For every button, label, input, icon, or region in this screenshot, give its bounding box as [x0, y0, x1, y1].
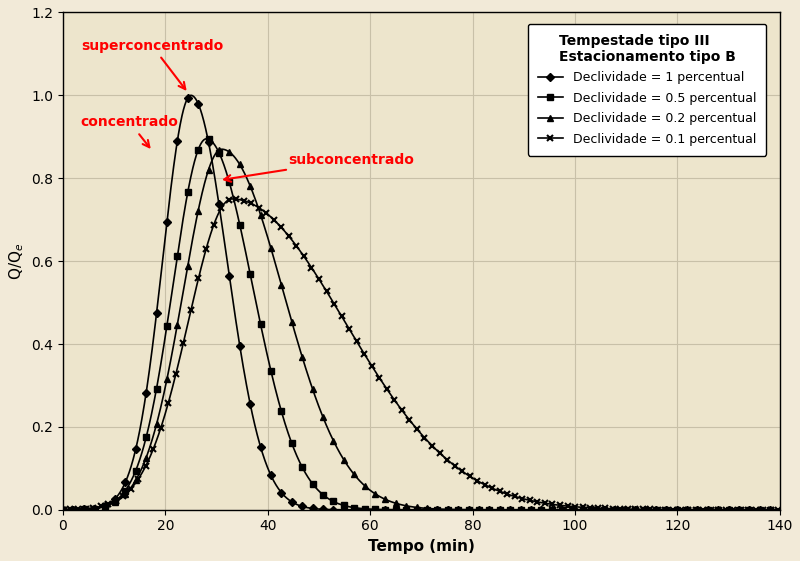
Line: Declividade = 1 percentual: Declividade = 1 percentual: [60, 93, 782, 513]
Declividade = 1 percentual: [407, 507, 417, 513]
Line: Declividade = 0.1 percentual: Declividade = 0.1 percentual: [59, 195, 783, 513]
Declividade = 0.2 percentual: [623, 507, 633, 513]
Line: Declividade = 0.2 percentual: Declividade = 0.2 percentual: [60, 146, 782, 513]
Declividade = 0.5 percentual: [623, 507, 633, 513]
Declividade = 0.2 percentual: [94, 504, 104, 511]
X-axis label: Tempo (min): Tempo (min): [368, 539, 475, 554]
Declividade = 0.1 percentual: [94, 503, 104, 510]
Declividade = 0.5 percentual: [754, 507, 764, 513]
Declividade = 0.2 percentual: [217, 146, 226, 153]
Text: concentrado: concentrado: [81, 115, 178, 148]
Declividade = 0.2 percentual: [388, 499, 398, 505]
Declividade = 0.2 percentual: [754, 507, 764, 513]
Text: superconcentrado: superconcentrado: [81, 39, 223, 89]
Declividade = 0.1 percentual: [388, 394, 398, 401]
Declividade = 0.2 percentual: [58, 507, 68, 513]
Declividade = 0.5 percentual: [775, 507, 785, 513]
Declividade = 0.1 percentual: [754, 507, 764, 513]
Declividade = 0.1 percentual: [775, 507, 785, 513]
Declividade = 0.2 percentual: [775, 507, 785, 513]
Line: Declividade = 0.5 percentual: Declividade = 0.5 percentual: [60, 136, 782, 513]
Declividade = 0.5 percentual: [388, 507, 398, 513]
Y-axis label: Q/Q$_e$: Q/Q$_e$: [7, 242, 26, 280]
Declividade = 0.5 percentual: [94, 504, 104, 511]
Declividade = 1 percentual: [623, 507, 633, 513]
Declividade = 1 percentual: [186, 92, 196, 99]
Declividade = 0.5 percentual: [202, 136, 211, 142]
Declividade = 1 percentual: [754, 507, 764, 513]
Declividade = 0.5 percentual: [58, 507, 68, 513]
Declividade = 0.1 percentual: [623, 506, 633, 513]
Declividade = 0.1 percentual: [754, 507, 764, 513]
Declividade = 1 percentual: [94, 504, 104, 511]
Declividade = 1 percentual: [58, 507, 68, 513]
Text: subconcentrado: subconcentrado: [224, 153, 414, 182]
Declividade = 0.2 percentual: [754, 507, 764, 513]
Declividade = 1 percentual: [388, 507, 398, 513]
Declividade = 0.5 percentual: [754, 507, 764, 513]
Declividade = 0.2 percentual: [407, 503, 417, 510]
Declividade = 1 percentual: [775, 507, 785, 513]
Declividade = 0.1 percentual: [407, 420, 417, 426]
Declividade = 0.1 percentual: [227, 196, 237, 203]
Declividade = 0.1 percentual: [58, 506, 68, 513]
Declividade = 0.5 percentual: [407, 507, 417, 513]
Legend: Declividade = 1 percentual, Declividade = 0.5 percentual, Declividade = 0.2 perc: Declividade = 1 percentual, Declividade …: [528, 24, 766, 156]
Declividade = 1 percentual: [754, 507, 764, 513]
